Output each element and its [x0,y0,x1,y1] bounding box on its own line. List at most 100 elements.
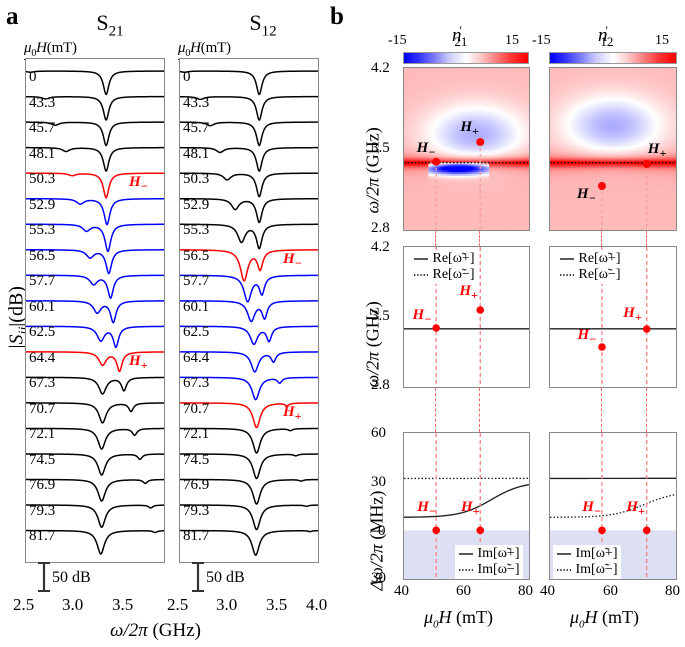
field-value-label: 56.5 [183,247,210,264]
cbar2-symbol: n [598,25,608,46]
re-legend-left: Re[ω̃+] Re[ω̃−] [410,250,478,284]
s12-spectra-plot [179,58,319,563]
field-value-label: 60.1 [183,298,210,315]
row3-ylabel: Δω/2π (MHz) [366,490,387,591]
s21-scalebar [36,560,110,599]
s21-scalebar-label: 50 dB [52,569,91,586]
field-value-label: 50.3 [29,171,56,188]
cbar2-prime: ′ [604,23,608,38]
panel-a-title-s12: S12 [208,10,318,40]
row2-ytick-1: 3.5 [371,308,390,324]
heatmap-n21-hminus-label: H− [416,140,436,159]
s21-label-layer: 0 43.3 45.7 48.1 50.3 52.9 55.3 56.5 57.7 60.1 62.… [25,58,165,563]
im-right-hplus-label: H+ [626,499,645,519]
s21-title-sub: 21 [108,23,124,40]
s21-traces-svg [26,70,164,555]
h-marker-label: H− [283,250,302,270]
field-value-label: 79.3 [183,502,210,519]
s21-title-base: S [96,10,109,35]
field-guide-line [600,231,602,246]
panel-b-letter: b [330,3,344,30]
im-legend-right-text-1: Im[ω̃−] [575,562,618,577]
s12-xtick-3: 4.0 [306,595,328,614]
solid-line-swatch [459,553,473,555]
re-right-hminus-label: H− [577,327,597,346]
field-value-label: 76.9 [183,477,210,494]
cbar2-max: 15 [655,33,669,48]
field-value-label: 72.1 [29,426,56,443]
row3-right-xtick-1: 60 [603,583,618,599]
dotted-line-swatch [414,274,428,276]
field-value-label: 70.7 [29,400,56,417]
re-legend-right-text-0: Re[ω̃+] [578,251,621,266]
re-legend-right-text-1: Re[ω̃−] [578,267,621,282]
re-left-hplus-label: H+ [459,283,478,302]
s12-label-layer: 0 43.3 45.7 48.1 50.3 52.9 55.3 56.5 57.7 60.1 62.… [179,58,319,563]
field-value-label: 0 [183,69,191,85]
field-value-label: 67.3 [183,375,210,392]
im-legend-left: Im[ω̃+] Im[ω̃−] [455,545,523,579]
field-value-label: 48.1 [183,145,210,162]
field-guide-line [645,231,647,246]
im-left-hminus-label: H− [417,499,437,519]
cbar1-sub: 21 [454,33,468,49]
heatmap-n21-svg [404,68,530,231]
field-value-label: 62.5 [183,324,210,341]
heatmap-n21-hplus-label: H+ [460,119,479,139]
im-legend-left-text-1: Im[ω̃−] [477,562,520,577]
field-value-label: 70.7 [183,400,210,417]
field-value-label: 60.1 [29,298,56,315]
field-value-label: 74.5 [29,451,56,468]
cbar1-title: n′21 [452,23,477,50]
row3-ytick-0: 60 [371,425,386,441]
solid-line-swatch [414,258,428,260]
colorbar-n21 [403,52,529,64]
im-legend-left-item-0: Im[ω̃+] [458,546,520,562]
field-value-label: 45.7 [183,120,210,137]
field-value-label: 45.7 [29,120,56,137]
heatmap-n21 [403,67,530,231]
field-value-label: 48.1 [29,145,56,162]
row2-ytick-2: 2.8 [371,377,390,393]
field-value-label: 43.3 [183,94,210,111]
s12-field-header: μ0H(mT) [178,40,231,60]
solid-line-swatch [560,258,574,260]
row3-left-xtick-0: 40 [394,583,409,599]
field-value-label: 55.3 [183,222,210,239]
im-legend-right-item-0: Im[ω̃+] [556,546,618,562]
heatmap-n12-hplus-label: H+ [647,141,667,161]
heatmap-n12-hminus-label: H− [576,186,596,206]
field-value-label: 0 [29,69,37,85]
field-value-label: 52.9 [29,196,56,213]
cbar1-max: 15 [505,33,519,48]
field-value-label: 55.3 [29,222,56,239]
cbar1-min: -15 [388,33,407,48]
colorbar-n12 [549,52,677,64]
re-legend-left-item-1: Re[ω̃−] [413,267,475,283]
cbar1-prime: ′ [458,23,462,38]
row3-right-xtick-2: 80 [665,583,680,599]
panel-a-title-s21: S21 [55,10,165,40]
s21-xtick-1: 3.0 [62,595,84,614]
field-guide-line [645,388,647,432]
row1-ylabel: ω/2π (GHz) [362,127,383,214]
row2-ylabel: ω/2π (GHz) [362,301,383,388]
field-value-label: 43.3 [29,94,56,111]
s21-spectra-plot [25,58,165,563]
row3-ytick-3: 30 [371,570,386,586]
panel-a-xlabel: ω/2π (GHz) [110,620,202,641]
cbar2-title: n′12 [598,23,623,50]
dotted-line-swatch [557,569,571,571]
field-value-label: 81.7 [29,528,56,545]
field-value-label: 74.5 [183,451,210,468]
row3-left-xtick-2: 80 [518,583,533,599]
row3-right-xlabel: μ0H (mT) [570,607,640,631]
field-value-label: 64.4 [183,349,210,366]
re-left-hminus-label: H− [412,307,432,326]
im-legend-right: Im[ω̃+] Im[ω̃−] [553,545,621,579]
field-value-label: 52.9 [183,196,210,213]
cbar2-sub: 12 [600,33,614,49]
im-legend-right-text-0: Im[ω̃+] [575,546,618,561]
s12-title-sub: 12 [261,23,277,40]
